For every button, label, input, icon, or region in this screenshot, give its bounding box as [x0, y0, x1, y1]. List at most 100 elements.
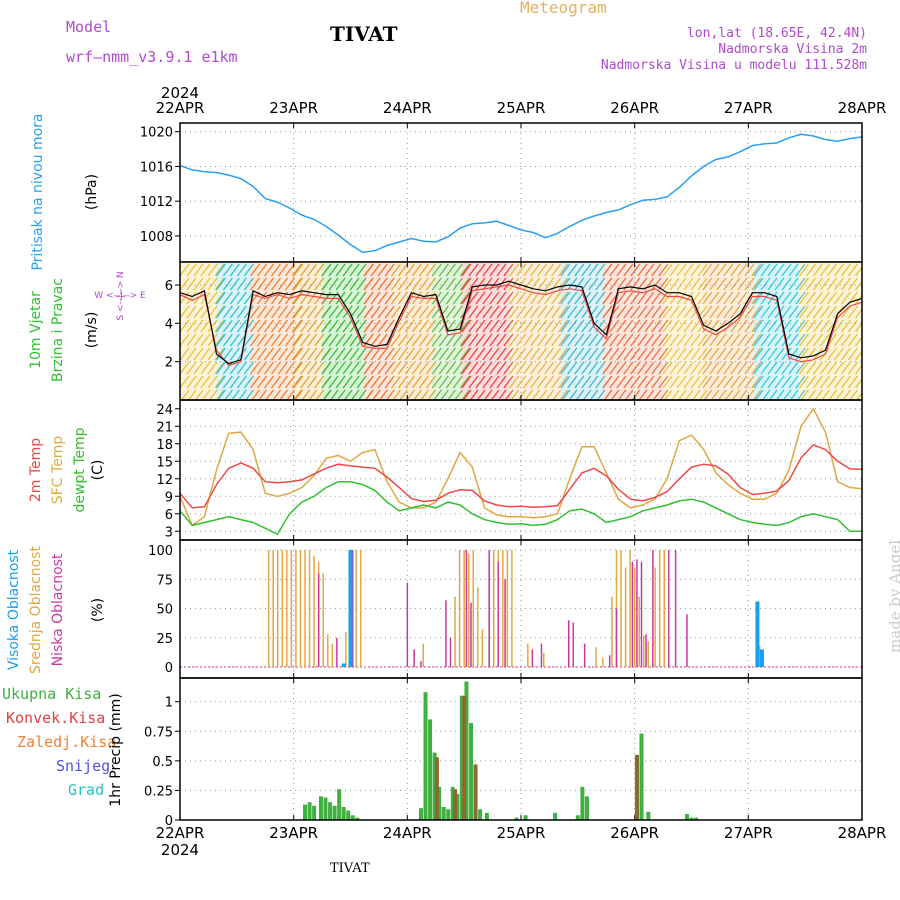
wind-barb: [819, 291, 831, 305]
wind-barb: [475, 319, 486, 333]
wind-barb: [284, 333, 295, 347]
wind-barb: [551, 333, 562, 347]
cloud-ytick-label: 50: [156, 603, 173, 618]
wind-barb: [760, 361, 771, 375]
model-label: Model: [66, 18, 112, 36]
precip-total-bar: [459, 695, 464, 820]
wind-barb: [350, 389, 360, 400]
wind-barb: [263, 361, 274, 375]
wind-barb: [438, 333, 449, 347]
precip-total-bar: [514, 817, 519, 820]
precip-total-bar: [523, 815, 528, 820]
wind-barb: [300, 263, 311, 277]
wind-barb: [342, 361, 353, 375]
wind-barb: [723, 333, 734, 347]
temp-ytick-label: 6: [165, 508, 173, 523]
footer-station: TIVAT: [330, 861, 370, 876]
wind-barb: [716, 277, 727, 291]
wind-barb: [552, 389, 562, 400]
wind-barb: [637, 263, 648, 277]
wind-barb: [538, 389, 548, 400]
lonlat-label: lon,lat (18.65E, 42.4N): [686, 26, 867, 41]
wind-barb: [342, 333, 353, 347]
wind-barb: [489, 305, 500, 319]
wind-barb: [812, 277, 824, 291]
wind-barb: [321, 375, 332, 389]
wind-barb: [637, 291, 648, 305]
wind-barb: [187, 389, 197, 400]
wind-barb: [744, 375, 755, 389]
wind-barb: [256, 305, 267, 319]
wind-barb: [503, 305, 514, 319]
wind-barb: [662, 263, 673, 277]
wind-barb: [709, 347, 720, 361]
wind-barb: [840, 319, 852, 333]
wind-barb: [459, 375, 470, 389]
wind-barb: [854, 350, 862, 361]
wind-barb: [574, 263, 585, 277]
wind-barb: [342, 291, 353, 305]
wind-barb: [475, 347, 486, 361]
wind-barb: [445, 277, 456, 291]
wind-barb: [560, 291, 571, 305]
wind-barb: [370, 277, 381, 291]
wind-ytick-label: 2: [165, 356, 173, 371]
wind-barb: [730, 319, 741, 333]
pressure-ytick-label: 1008: [140, 230, 173, 245]
wind-band: [602, 262, 664, 400]
precip-total-bar: [694, 817, 699, 820]
wind-barb: [214, 291, 225, 305]
wind-barb: [445, 333, 456, 347]
wind-barb: [544, 319, 555, 333]
wind-barb: [644, 361, 655, 375]
wind-barb: [669, 361, 680, 375]
wind-barb: [468, 347, 479, 361]
wind-barb: [788, 263, 799, 277]
wind-barb: [724, 389, 734, 400]
wind-barb: [826, 305, 838, 319]
wind-barb: [637, 319, 648, 333]
wind-barb: [468, 263, 479, 277]
wind-barb: [286, 389, 295, 400]
wind-barb: [558, 361, 569, 375]
wind-barb: [445, 347, 456, 361]
wind-barb: [314, 361, 325, 375]
wind-barb: [418, 263, 429, 277]
wind-barb: [222, 305, 233, 319]
bottom-date-label: 27APR: [724, 824, 773, 842]
wind-barb: [800, 389, 810, 400]
wind-barb: [560, 277, 571, 291]
wind-barb: [270, 291, 281, 305]
precip-ytick-label: 0.75: [144, 725, 173, 740]
wind-barb: [349, 347, 360, 361]
wind-barb: [180, 347, 190, 361]
wind-barb: [459, 347, 470, 361]
wind-barb: [698, 389, 708, 400]
wind-barb: [744, 333, 755, 347]
wind-barb: [840, 375, 852, 389]
wind-barb: [294, 389, 304, 400]
top-date-label: 24APR: [383, 99, 432, 117]
wind-barb: [588, 277, 599, 291]
wind-barb: [561, 389, 571, 400]
wind-barb: [658, 291, 669, 305]
wind-barb: [342, 319, 353, 333]
wind-barb: [452, 277, 463, 291]
wind-barb: [328, 361, 339, 375]
precip-total-bar: [337, 789, 342, 820]
pressure-axis-title: Pritisak na nivou mora: [30, 113, 46, 270]
wind-barb: [256, 375, 267, 389]
wind-barb: [781, 277, 792, 291]
wind-barb: [523, 305, 534, 319]
wind-barb: [349, 277, 360, 291]
wind-barb: [530, 305, 541, 319]
wind-barb: [335, 319, 346, 333]
wind-barb: [277, 305, 288, 319]
wind-barb: [293, 347, 304, 361]
wind-barb: [781, 375, 792, 389]
wind-barb: [461, 277, 472, 291]
precip-total-bar: [584, 796, 589, 820]
precip-legend-item: Zaledj.Kisa: [17, 733, 116, 751]
wind-barb: [551, 375, 562, 389]
wind-barb: [349, 375, 360, 389]
